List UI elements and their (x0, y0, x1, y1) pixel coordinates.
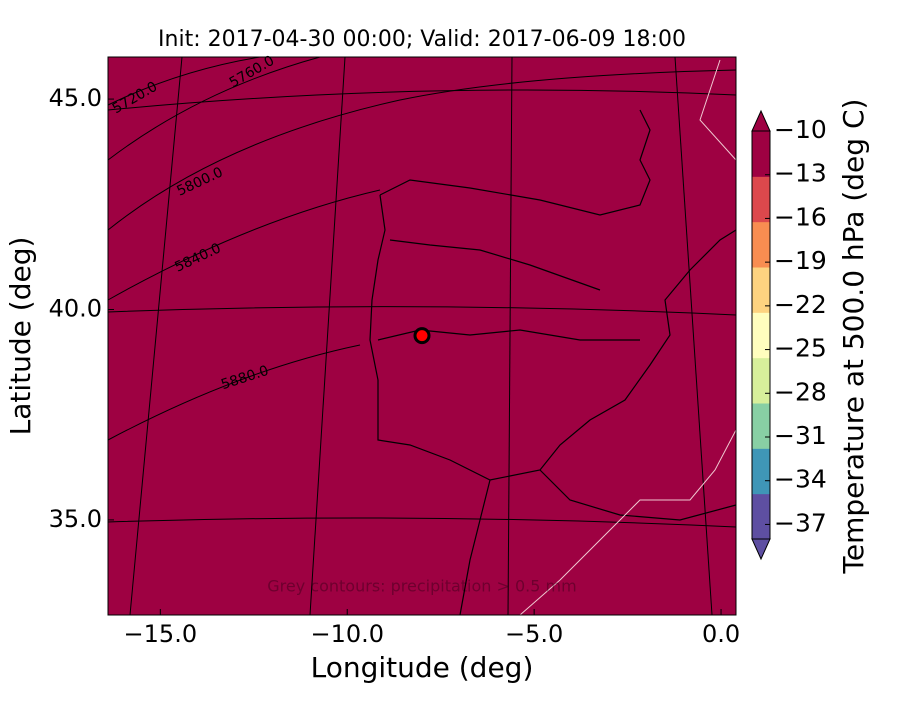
meridian (674, 56, 713, 616)
meridians-parallels (107, 56, 737, 616)
border (377, 329, 640, 341)
y-tick-label: 45.0 (49, 84, 102, 112)
colorbar-tick-label: −10 (774, 115, 827, 144)
colorbar-tick-label: −28 (774, 377, 827, 406)
contour (699, 59, 737, 161)
coast (539, 469, 737, 521)
colorbar-tick-label: −22 (774, 290, 827, 319)
colorbar-tick-label: −37 (774, 508, 827, 537)
marker (413, 327, 431, 345)
x-tick-label: −15.0 (124, 620, 198, 648)
x-tick-label: −10.0 (310, 620, 384, 648)
colorbar-tick-label: −25 (774, 334, 827, 363)
colorbar-band (752, 312, 770, 359)
colorbar-extend (751, 538, 771, 561)
contour (107, 56, 261, 106)
colorbar-frame (751, 130, 771, 540)
colorbar-extend (751, 109, 771, 132)
colorbar-tick-label: −19 (774, 246, 827, 275)
parallel (107, 517, 737, 528)
colorbar-band (752, 493, 770, 540)
meridian (129, 56, 183, 616)
colorbar-tick-label: −13 (774, 159, 827, 188)
annotation: Grey contours: precipitation > 0.5 mm (267, 577, 576, 596)
colorbar-band (752, 176, 770, 223)
colorbar-band (752, 267, 770, 313)
contour (107, 189, 381, 301)
parallel (107, 306, 737, 316)
colorbar-tick-label: −16 (774, 202, 827, 231)
colorbar-band (752, 221, 770, 268)
chart-title: Init: 2017-04-30 00:00; Valid: 2017-06-0… (158, 27, 686, 52)
coast (379, 109, 651, 216)
meridian (507, 56, 513, 616)
height-contours (107, 56, 737, 441)
x-tick-label: 0.0 (702, 620, 740, 648)
colorbar-tick-label: −31 (774, 421, 827, 450)
y-tick-label: 40.0 (49, 294, 102, 322)
colorbar-label: Temperature at 500.0 hPa (deg C) (837, 99, 870, 575)
x-axis-label: Longitude (deg) (311, 651, 534, 684)
colorbar-band (752, 448, 770, 495)
plot-frame (107, 56, 737, 616)
y-axis-label: Latitude (deg) (4, 237, 37, 436)
contour (107, 56, 321, 161)
meridian (309, 56, 346, 616)
contour (107, 69, 737, 231)
colorbar-tick-label: −34 (774, 465, 827, 494)
x-tick-label: −5.0 (505, 620, 563, 648)
precip-contours (519, 59, 737, 616)
colorbar-band (752, 357, 770, 404)
colorbar-band (752, 403, 770, 449)
border (389, 239, 601, 291)
colorbar-band (752, 131, 770, 177)
contour (519, 429, 737, 616)
y-tick-label: 35.0 (49, 505, 102, 533)
contour (107, 344, 361, 441)
coast (459, 479, 491, 616)
parallel (107, 89, 737, 111)
